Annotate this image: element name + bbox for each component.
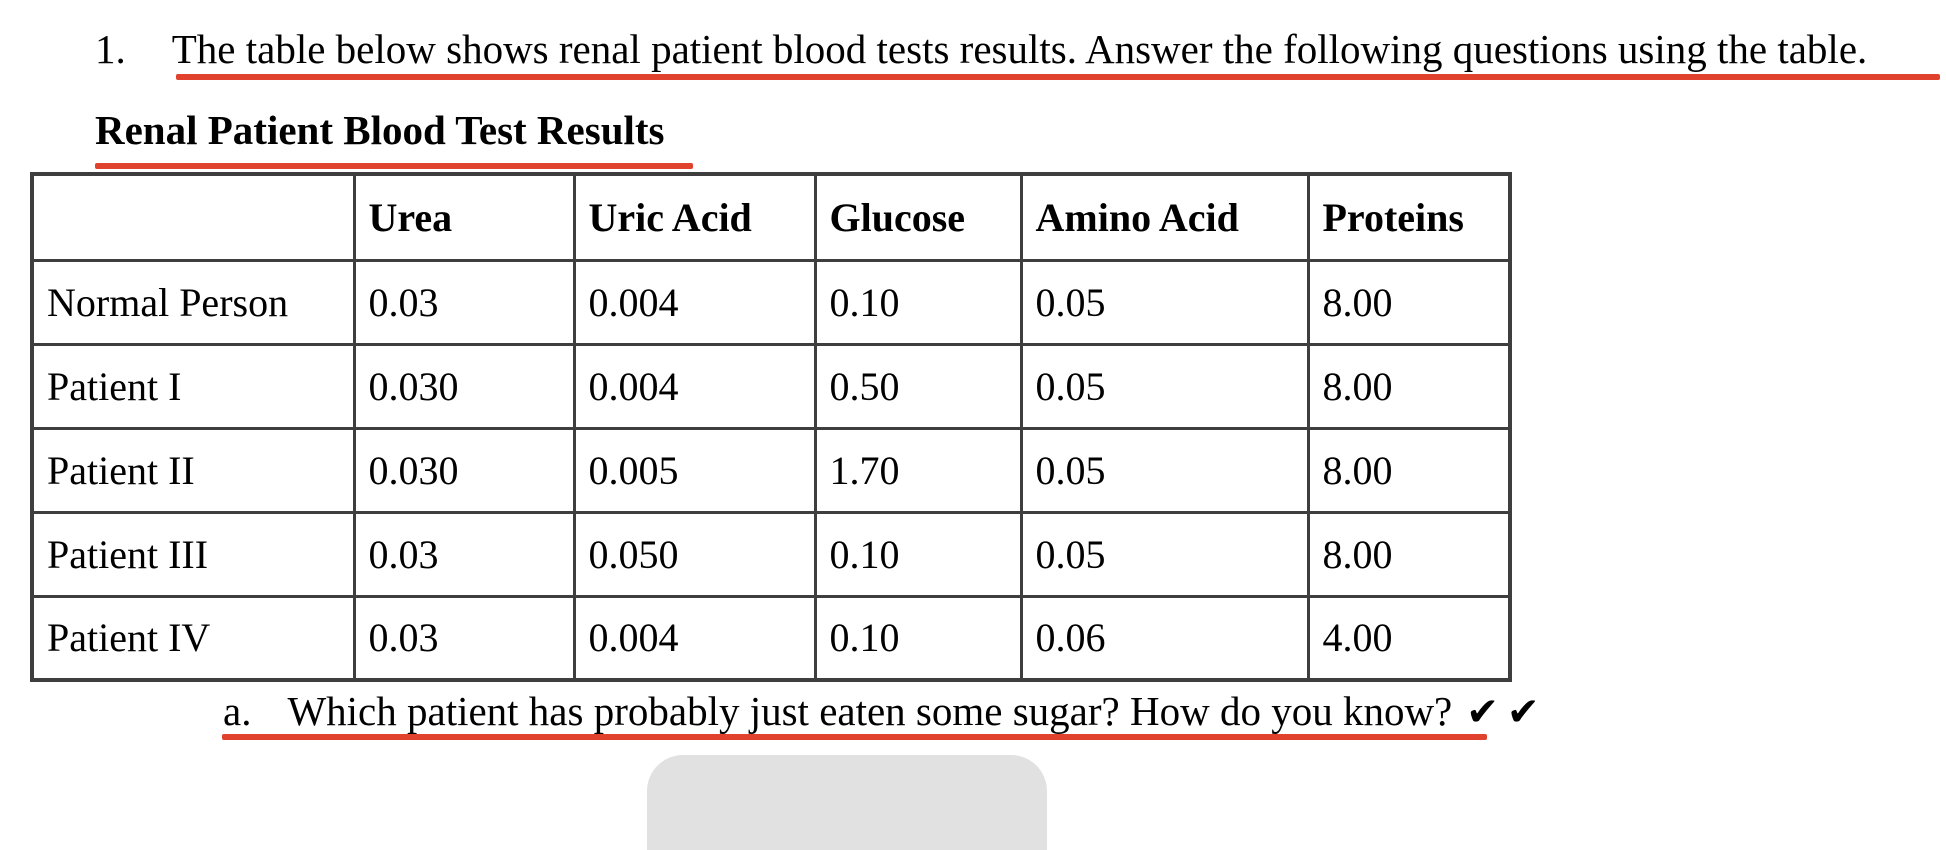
column-header-proteins: Proteins	[1306, 172, 1512, 262]
table-cell: 0.10	[813, 510, 1023, 598]
table-title: Renal Patient Blood Test Results	[95, 107, 665, 153]
table-cell: 0.05	[1019, 510, 1310, 598]
column-header-amino-acid: Amino Acid	[1019, 172, 1310, 262]
sub-question-a-label: a.	[223, 688, 252, 734]
column-header-glucose: Glucose	[813, 172, 1023, 262]
question-1-number: 1.	[95, 26, 126, 72]
table-row-patient-1: Patient I 0.030 0.004 0.50 0.05 8.00	[30, 342, 1512, 430]
table-cell: 0.05	[1019, 258, 1310, 346]
question-1-text: The table below shows renal patient bloo…	[171, 26, 1868, 72]
sub-question-a-text: Which patient has probably just eaten so…	[287, 688, 1453, 734]
table-row-patient-3: Patient III 0.03 0.050 0.10 0.05 8.00	[30, 510, 1512, 598]
table-cell: 0.004	[572, 594, 817, 682]
table-header-row: Urea Uric Acid Glucose Amino Acid Protei…	[30, 172, 1512, 262]
table-cell: 0.10	[813, 258, 1023, 346]
table-row-patient-4: Patient IV 0.03 0.004 0.10 0.06 4.00	[30, 594, 1512, 682]
table-cell: 0.030	[352, 426, 576, 514]
table-cell: 8.00	[1306, 258, 1512, 346]
table-cell: 0.03	[352, 258, 576, 346]
row-label: Patient I	[30, 342, 356, 430]
blood-test-table: Urea Uric Acid Glucose Amino Acid Protei…	[30, 172, 1512, 682]
table-cell: 0.030	[352, 342, 576, 430]
red-underline-table-title	[95, 163, 693, 169]
table-cell: 8.00	[1306, 510, 1512, 598]
question-1-line: 1. The table below shows renal patient bl…	[95, 24, 1867, 74]
red-underline-sub-question-a	[222, 734, 1487, 740]
table-cell: 0.06	[1019, 594, 1310, 682]
row-label: Patient IV	[30, 594, 356, 682]
table-cell: 0.004	[572, 342, 817, 430]
table-cell: 1.70	[813, 426, 1023, 514]
row-label: Patient II	[30, 426, 356, 514]
table-cell: 0.050	[572, 510, 817, 598]
table-cell: 8.00	[1306, 426, 1512, 514]
column-header-urea: Urea	[352, 172, 576, 262]
table-cell: 8.00	[1306, 342, 1512, 430]
row-label: Normal Person	[30, 258, 356, 346]
table-cell: 0.05	[1019, 426, 1310, 514]
table-cell: 0.10	[813, 594, 1023, 682]
table-cell: 0.50	[813, 342, 1023, 430]
table-row-normal-person: Normal Person 0.03 0.004 0.10 0.05 8.00	[30, 258, 1512, 346]
table-row-patient-2: Patient II 0.030 0.005 1.70 0.05 8.00	[30, 426, 1512, 514]
table-cell: 0.004	[572, 258, 817, 346]
table-cell: 4.00	[1306, 594, 1512, 682]
row-label: Patient III	[30, 510, 356, 598]
column-header-uric-acid: Uric Acid	[572, 172, 817, 262]
gray-rounded-overlay	[647, 755, 1047, 850]
table-cell: 0.03	[352, 510, 576, 598]
table-cell: 0.05	[1019, 342, 1310, 430]
double-checkmark-icon: ✔✔	[1466, 690, 1548, 735]
column-header-blank	[30, 172, 356, 262]
sub-question-a-line: a. Which patient has probably just eaten …	[223, 686, 1548, 738]
table-cell: 0.005	[572, 426, 817, 514]
table-cell: 0.03	[352, 594, 576, 682]
red-underline-question-1	[176, 74, 1940, 80]
